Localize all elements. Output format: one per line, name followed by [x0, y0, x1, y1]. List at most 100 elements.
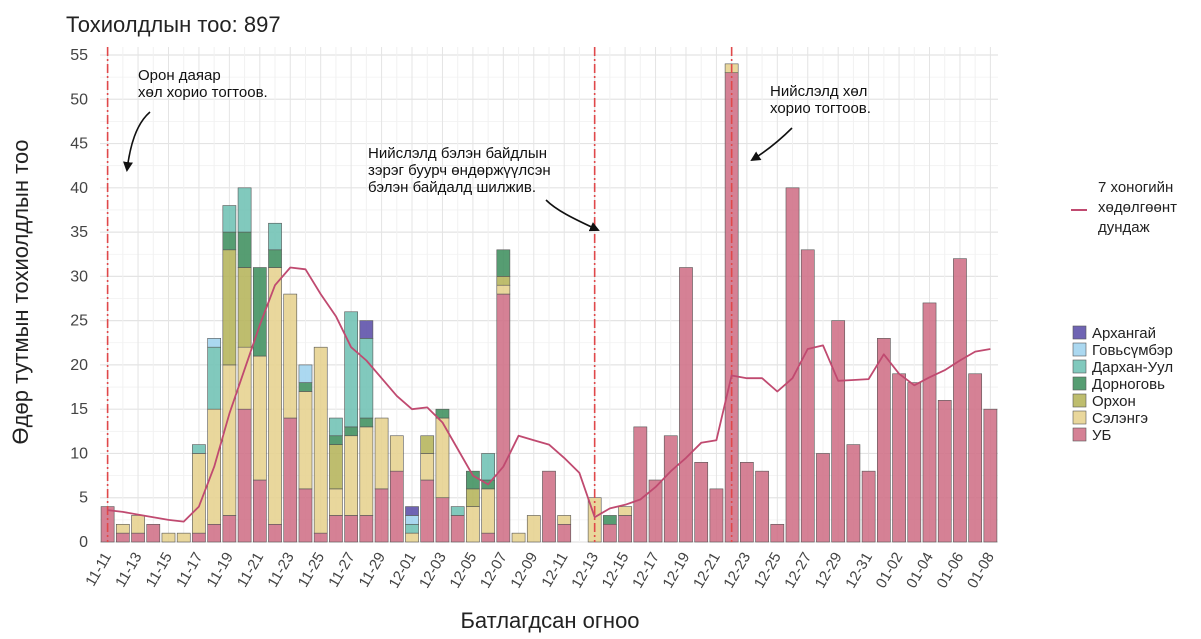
- x-tick-label: 12-29: [812, 550, 846, 592]
- bar-segment: [618, 506, 632, 516]
- legend-label: Говьсүмбэр: [1092, 342, 1173, 359]
- bar-segment: [313, 532, 328, 543]
- bar-segment: [329, 488, 343, 516]
- x-axis-title: Батлагдсан огноо: [460, 608, 639, 633]
- bar-segment: [892, 373, 906, 543]
- moving-average: [107, 266, 991, 523]
- bar-segment: [770, 523, 785, 543]
- bar-segment: [283, 417, 298, 543]
- legend-swatch: [1072, 342, 1087, 357]
- bar-segment: [648, 479, 663, 543]
- bar-segment: [603, 515, 617, 525]
- bar-segment: [557, 523, 572, 543]
- y-tick-label: 45: [70, 136, 88, 153]
- bar-segment: [222, 231, 237, 251]
- legend-region: АрхангайГовьсүмбэрДархан-УулДорноговьОрх…: [1072, 325, 1173, 444]
- bar-segment: [268, 222, 282, 251]
- bar-segment: [800, 249, 815, 543]
- x-tick-label: 01-06: [934, 550, 968, 592]
- bar-segment: [222, 515, 237, 543]
- bar-segment: [450, 506, 465, 516]
- bar-segment: [481, 453, 495, 481]
- bar-segment: [268, 523, 282, 543]
- bar-segment: [679, 267, 693, 543]
- annotation-arrow: [123, 111, 151, 172]
- x-tick-label: 12-07: [477, 550, 511, 592]
- chart-subtitle: Тохиолдлын тоо: 897: [66, 12, 281, 37]
- bar-segment: [831, 320, 846, 543]
- bar-segment: [283, 293, 298, 419]
- bar-segment: [237, 231, 252, 268]
- legend-swatch: [1072, 427, 1087, 442]
- bar-segment: [313, 346, 328, 534]
- bar-segment: [359, 417, 374, 428]
- bar-segment: [146, 523, 161, 543]
- annotation-text: зэрэг буурч өндөржүүлсэн: [368, 162, 551, 179]
- y-tick-label: 50: [70, 91, 88, 108]
- x-tick-label: 12-31: [842, 550, 876, 592]
- x-axis-ticks: 11-1111-1311-1511-1711-1911-2111-2311-25…: [82, 550, 998, 592]
- bar-segment: [450, 515, 465, 543]
- bar-segment: [466, 488, 480, 507]
- legend-label: Орхон: [1092, 393, 1136, 410]
- bar-segment: [922, 302, 937, 543]
- x-tick-label: 01-08: [964, 550, 998, 592]
- y-tick-label: 5: [79, 490, 88, 507]
- bar-segment: [405, 515, 419, 525]
- bar-segment: [861, 470, 876, 543]
- bar-segment: [405, 506, 419, 516]
- bar-segment: [344, 515, 358, 543]
- bar-segment: [740, 462, 754, 543]
- legend-label: УБ: [1092, 427, 1112, 444]
- bar-segment: [359, 320, 374, 339]
- bar-segment: [344, 311, 358, 428]
- bar-segment: [481, 488, 495, 534]
- y-axis-ticks: 0 5 10 15 20 25 30 35 40 45 50 55: [70, 47, 88, 551]
- bar-segment: [268, 249, 282, 268]
- bar-segment: [877, 338, 891, 543]
- bar-segment: [374, 488, 389, 543]
- annotation-arrow: [545, 199, 600, 232]
- legend-swatch: [1072, 393, 1087, 408]
- y-tick-label: 55: [70, 47, 88, 64]
- bar-segment: [389, 435, 404, 472]
- x-tick-label: 11-17: [173, 550, 206, 591]
- bar-segment: [207, 338, 221, 348]
- x-tick-label: 12-01: [386, 550, 420, 592]
- y-tick-label: 35: [70, 224, 88, 241]
- x-tick-label: 12-27: [781, 550, 815, 592]
- bar-segment: [907, 382, 922, 543]
- legend-label: Сэлэнгэ: [1092, 410, 1148, 427]
- bar-segment: [466, 506, 480, 543]
- bar-segment: [176, 532, 191, 543]
- bar-segment: [435, 497, 450, 543]
- bar-segment: [161, 532, 176, 543]
- bar-segment: [557, 515, 572, 525]
- annotation-arrow: [750, 127, 793, 162]
- legend-swatch: [1072, 359, 1087, 374]
- bar-segment: [496, 284, 511, 295]
- annotation-text: бэлэн байдалд шилжив.: [368, 179, 536, 196]
- y-tick-label: 30: [70, 268, 88, 285]
- bar-segment: [298, 391, 313, 490]
- legend-moving-average: 7 хоногийн хөдөлгөөнт дундаж: [1071, 179, 1177, 236]
- bar-segment: [207, 523, 221, 543]
- bar-segment: [405, 523, 419, 534]
- bar-segment: [618, 515, 632, 543]
- bar-segment: [694, 462, 709, 543]
- bar-segment: [329, 417, 343, 437]
- legend-ma-label: 7 хоногийн: [1098, 179, 1173, 196]
- legend-swatch: [1072, 376, 1087, 391]
- bar-segment: [131, 532, 145, 543]
- bar-segment: [298, 488, 313, 543]
- annotation-text: Нийслэлд хөл: [770, 83, 867, 100]
- bar-segment: [359, 338, 374, 419]
- bar-segment: [420, 453, 435, 481]
- legend-label: Архангай: [1092, 325, 1156, 342]
- bar-segment: [298, 364, 313, 383]
- bar-segment: [983, 408, 998, 543]
- bar-segment: [846, 444, 861, 543]
- bar-segment: [526, 515, 541, 543]
- annotation-text: хөл хорио тогтоов.: [138, 84, 268, 101]
